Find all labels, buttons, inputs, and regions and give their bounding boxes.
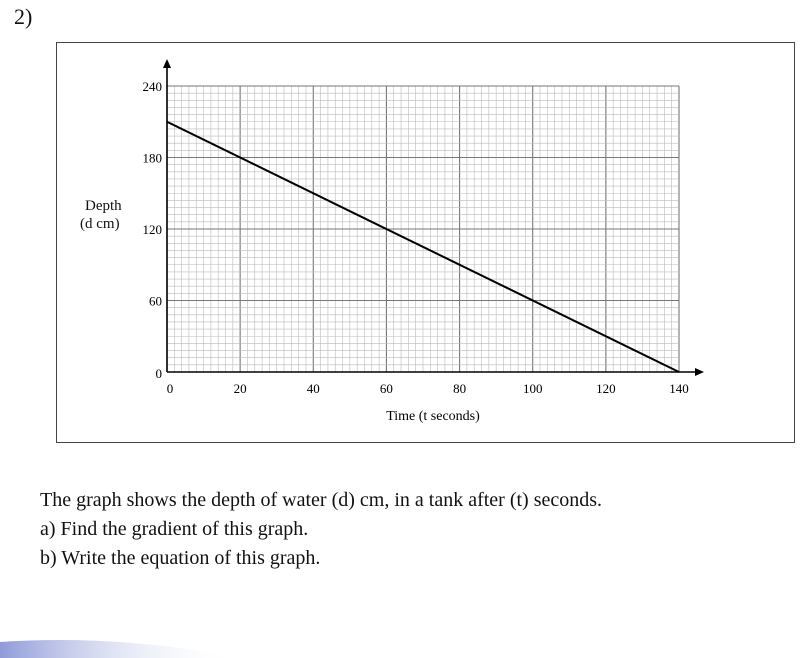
y-tick-label: 0	[156, 366, 163, 381]
chart-axes	[163, 59, 704, 376]
decorative-swoosh	[0, 640, 240, 658]
x-tick-label: 80	[453, 381, 466, 396]
x-axis-arrow	[695, 368, 704, 376]
question-text: The graph shows the depth of water (d) c…	[40, 486, 602, 573]
line-chart: 0 20 40 60 80 100 120 140 0 60 120 180 240 Time (t s…	[143, 59, 704, 424]
y-tick-label: 120	[143, 222, 163, 237]
chart-grid	[166, 85, 680, 373]
y-axis-label-line1: Depth	[85, 198, 122, 214]
y-tick-label: 240	[143, 79, 163, 94]
y-axis-label-line2: (d cm)	[80, 216, 120, 232]
x-tick-label: 0	[167, 381, 174, 396]
y-tick-label: 60	[149, 294, 162, 309]
series-line	[166, 120, 680, 373]
x-axis-label: Time (t seconds)	[386, 409, 480, 424]
y-axis-arrow	[163, 59, 171, 68]
question-part-b: b) Write the equation of this graph.	[40, 547, 321, 569]
question-number: 2)	[14, 4, 33, 29]
x-tick-label: 140	[669, 381, 689, 396]
y-tick-label: 180	[143, 151, 163, 166]
x-tick-label: 40	[307, 381, 320, 396]
figure-frame	[56, 42, 795, 443]
chart-series	[166, 120, 680, 373]
x-tick-label: 20	[234, 381, 247, 396]
question-intro: The graph shows the depth of water (d) c…	[40, 489, 603, 511]
question-part-a: a) Find the gradient of this graph.	[40, 518, 309, 540]
x-tick-label: 100	[523, 381, 543, 396]
x-tick-label: 60	[380, 381, 393, 396]
x-tick-label: 120	[596, 381, 616, 396]
chart-tick-labels: 0 20 40 60 80 100 120 140 0 60 120 180 240	[143, 79, 689, 396]
